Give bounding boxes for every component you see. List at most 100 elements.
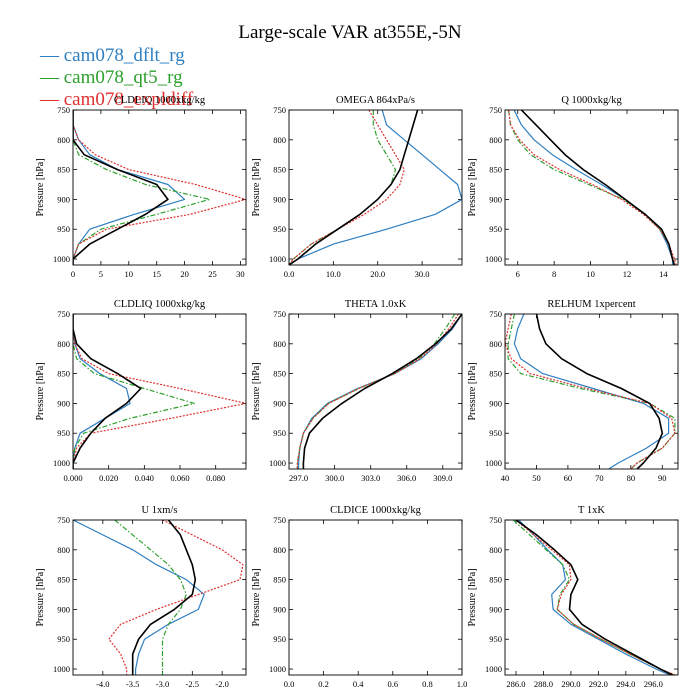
y-axis-label: Pressure [hPa] (467, 362, 478, 420)
plot-frame (288, 313, 463, 470)
x-tick-label: 80 (627, 473, 636, 483)
legend-line-expldiff: — (40, 89, 64, 110)
panel-title: CLDLIQ 1000xkg/kg (114, 299, 206, 310)
y-tick-label: 900 (489, 194, 502, 204)
series-dflt (73, 110, 186, 265)
legend-label-dflt: cam078_dflt_rg (63, 45, 185, 66)
y-tick-label: 900 (273, 604, 286, 614)
legend-entry-expldiff: — cam078_expldiff (40, 89, 193, 111)
y-tick-label: 800 (57, 339, 70, 349)
x-tick-label: 8 (552, 269, 556, 279)
x-tick-label: 90 (658, 473, 667, 483)
legend-line-dflt: — (40, 45, 64, 66)
y-tick-label: 1000 (485, 254, 502, 264)
panel-title: CLDLIQ 1000xkg/kg (114, 95, 206, 106)
plot-frame (504, 109, 679, 266)
series-expldiff (73, 314, 246, 469)
series-qt5 (512, 520, 675, 675)
y-tick-label: 850 (273, 165, 286, 175)
series-dflt (513, 314, 670, 469)
x-tick-label: -2.5 (186, 679, 199, 689)
x-tick-label: 0.080 (206, 473, 225, 483)
series-qt5 (296, 314, 456, 469)
y-tick-label: 750 (489, 105, 502, 115)
series-expldiff (508, 110, 677, 265)
y-tick-label: 950 (57, 224, 70, 234)
plot-frame (72, 519, 247, 676)
x-tick-label: -4.0 (96, 679, 109, 689)
x-tick-label: 0 (71, 269, 75, 279)
x-tick-label: 40 (501, 473, 510, 483)
y-tick-label: 1000 (53, 254, 70, 264)
series-dflt (289, 110, 462, 265)
series-expldiff (296, 314, 459, 469)
y-tick-label: 800 (489, 135, 502, 145)
y-axis-label: Pressure [hPa] (251, 362, 262, 420)
legend-entry-qt5: — cam078_qt5_rg (40, 67, 193, 89)
y-axis-label: Pressure [hPa] (35, 158, 46, 216)
x-tick-label: 12 (623, 269, 632, 279)
series-dflt (73, 520, 205, 675)
y-tick-label: 800 (489, 545, 502, 555)
y-tick-label: 850 (273, 575, 286, 585)
y-tick-label: 1000 (53, 664, 70, 674)
x-tick-label: 20.0 (370, 269, 385, 279)
series-qt5 (508, 110, 675, 265)
panel-7: CLDICE 1000xkg/kg Pressure [hPa] 750 800 850… (251, 505, 467, 689)
x-tick-label: 20 (180, 269, 189, 279)
x-tick-label: 309.0 (433, 473, 452, 483)
panel-title: T 1xK (578, 505, 605, 516)
y-tick-label: 900 (489, 604, 502, 614)
y-tick-label: 850 (489, 369, 502, 379)
series-dflt (513, 110, 674, 265)
y-tick-label: 1000 (269, 664, 286, 674)
y-tick-label: 800 (57, 135, 70, 145)
series-expldiff (289, 110, 405, 265)
x-tick-label: 0.4 (353, 679, 364, 689)
legend-label-qt5: cam078_qt5_rg (63, 67, 183, 88)
panel-title: Q 1000xkg/kg (561, 95, 622, 106)
panel-title: RELHUM 1xpercent (547, 299, 635, 310)
figure-title: Large-scale VAR at355E,-5N (238, 22, 462, 43)
x-tick-label: 296.0 (644, 679, 663, 689)
panel-4: THETA 1.0xK Pressure [hPa] 750 800 850 900 950… (251, 299, 463, 483)
y-tick-label: 850 (57, 165, 70, 175)
x-tick-label: 10 (586, 269, 595, 279)
y-tick-label: 800 (273, 545, 286, 555)
y-tick-label: 950 (57, 634, 70, 644)
x-tick-label: 0.0 (284, 679, 295, 689)
x-tick-label: 50 (532, 473, 541, 483)
series-qt5 (73, 110, 211, 265)
y-tick-label: 750 (489, 309, 502, 319)
y-tick-label: 950 (489, 224, 502, 234)
x-tick-label: 5 (99, 269, 103, 279)
y-axis-label: Pressure [hPa] (35, 568, 46, 626)
x-tick-label: 0.6 (387, 679, 398, 689)
y-tick-label: 1000 (269, 458, 286, 468)
panel-6: U 1xm/s Pressure [hPa] 750 800 850 900 950 1000… (35, 505, 247, 689)
y-tick-label: 1000 (485, 458, 502, 468)
y-tick-label: 950 (57, 428, 70, 438)
y-tick-label: 950 (273, 634, 286, 644)
x-tick-label: 70 (595, 473, 604, 483)
series-ref (520, 110, 676, 265)
y-tick-label: 900 (57, 194, 70, 204)
y-tick-label: 900 (273, 194, 286, 204)
series-ref (73, 314, 142, 469)
x-tick-label: 306.0 (397, 473, 416, 483)
y-tick-label: 750 (57, 105, 70, 115)
x-tick-label: 0.0 (284, 269, 295, 279)
y-axis-label: Pressure [hPa] (467, 568, 478, 626)
panel-1: OMEGA 864xPa/s Pressure [hPa] 750 800 850 900… (251, 95, 463, 279)
y-tick-label: 850 (489, 165, 502, 175)
panel-5: RELHUM 1xpercent Pressure [hPa] 750 800 850 9… (467, 299, 679, 483)
x-tick-label: 288.0 (534, 679, 553, 689)
x-tick-label: 10.0 (326, 269, 341, 279)
y-tick-label: 800 (273, 339, 286, 349)
series-ref (131, 520, 197, 675)
panel-title: CLDICE 1000xkg/kg (330, 505, 421, 516)
x-tick-label: 6 (516, 269, 520, 279)
x-tick-label: 0.8 (422, 679, 433, 689)
x-tick-label: -3.5 (126, 679, 139, 689)
plot-frame (288, 519, 463, 676)
